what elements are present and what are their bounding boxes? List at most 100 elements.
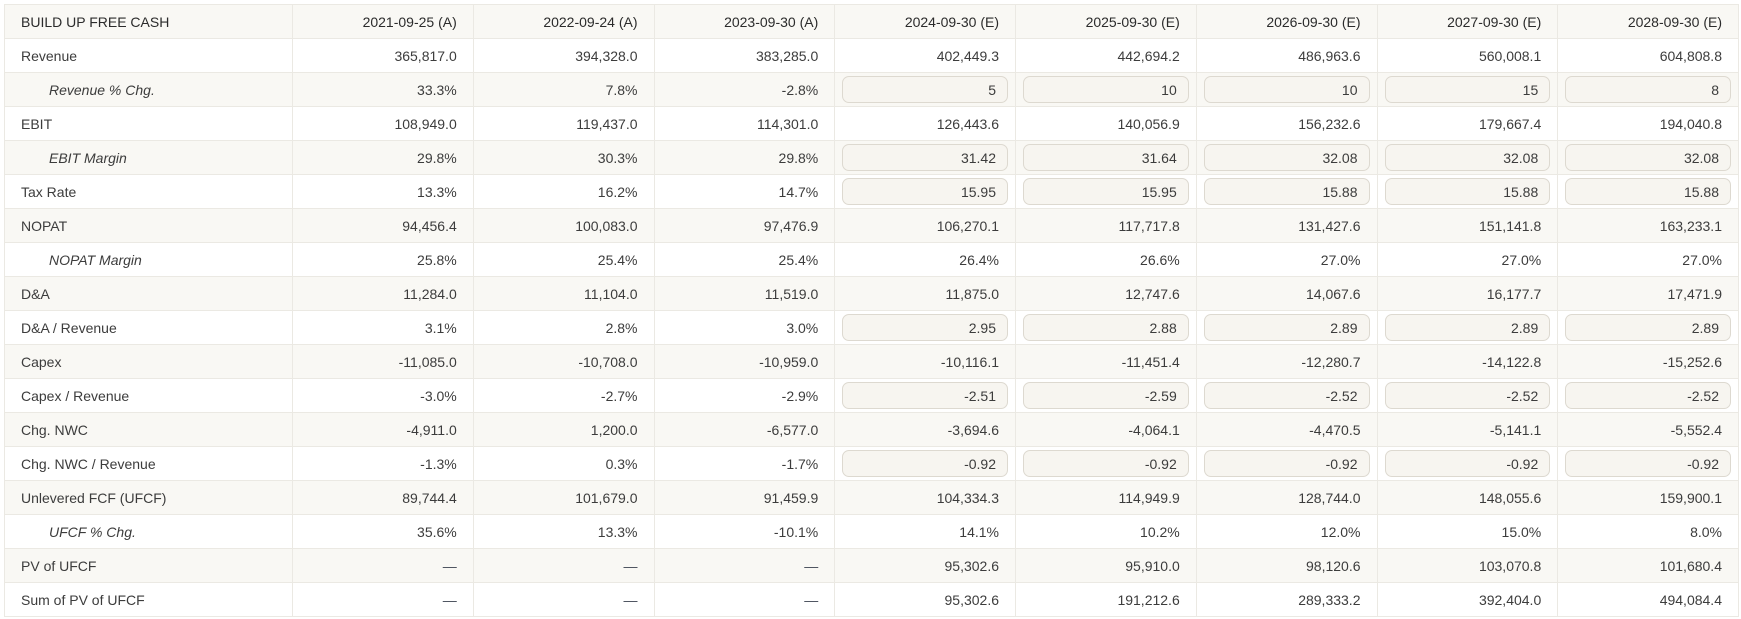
cell-chg-nwc-2023-09-30-a: -6,577.0 xyxy=(653,412,836,447)
cell-ebit-margin-2027-09-30-e xyxy=(1376,140,1559,175)
cell-unlevered-fcf-ufcf-2023-09-30-a: 91,459.9 xyxy=(653,480,836,515)
input-ebit-margin-2025-09-30-e[interactable] xyxy=(1023,144,1189,171)
input-d-a-revenue-2024-09-30-e[interactable] xyxy=(842,314,1008,341)
cell-value: 100,083.0 xyxy=(575,217,638,234)
cell-value: -4,470.5 xyxy=(1309,421,1361,438)
cell-revenue-2027-09-30-e: 560,008.1 xyxy=(1376,38,1559,73)
cell-value: 119,437.0 xyxy=(576,115,638,132)
input-chg-nwc-revenue-2024-09-30-e[interactable] xyxy=(842,450,1008,477)
table-row-capex-revenue: Capex / Revenue -3.0% -2.7% -2.9% xyxy=(4,378,1739,413)
cell-d-a-2024-09-30-e: 11,875.0 xyxy=(834,276,1016,311)
input-tax-rate-2026-09-30-e[interactable] xyxy=(1203,178,1370,205)
cell-pv-of-ufcf-2028-09-30-e: 101,680.4 xyxy=(1557,548,1739,583)
table-row-d-a-revenue: D&A / Revenue 3.1% 2.8% 3.0% xyxy=(4,310,1739,345)
cell-value: 12,747.6 xyxy=(1125,285,1180,302)
cell-d-a-revenue-2022-09-24-a: 2.8% xyxy=(472,310,655,345)
cell-value: 10.2% xyxy=(1140,523,1180,540)
cell-chg-nwc-2025-09-30-e: -4,064.1 xyxy=(1015,412,1197,447)
cell-revenue-2026-09-30-e: 486,963.6 xyxy=(1195,38,1378,73)
cell-d-a-revenue-2025-09-30-e xyxy=(1015,310,1197,345)
cell-value: 0.3% xyxy=(605,455,638,472)
cell-ufcf-chg-2025-09-30-e: 10.2% xyxy=(1015,514,1197,549)
cell-d-a-revenue-2026-09-30-e xyxy=(1195,310,1378,345)
cell-value: 148,055.6 xyxy=(1478,489,1542,506)
input-revenue-chg-2027-09-30-e[interactable] xyxy=(1384,76,1551,103)
input-d-a-revenue-2026-09-30-e[interactable] xyxy=(1203,314,1370,341)
cell-capex-2021-09-25-a: -11,085.0 xyxy=(292,344,474,379)
input-chg-nwc-revenue-2026-09-30-e[interactable] xyxy=(1203,450,1370,477)
cell-value: 402,449.3 xyxy=(936,47,999,64)
input-capex-revenue-2027-09-30-e[interactable] xyxy=(1384,382,1551,409)
cell-d-a-revenue-2024-09-30-e xyxy=(834,310,1016,345)
cell-value: 114,301.0 xyxy=(757,115,819,132)
cell-value: 94,456.4 xyxy=(402,217,457,234)
cell-value: 126,443.6 xyxy=(936,115,999,132)
cell-value: 13.3% xyxy=(597,523,638,540)
cell-value: 25.4% xyxy=(597,251,638,268)
cell-ebit-margin-2025-09-30-e xyxy=(1015,140,1197,175)
input-revenue-chg-2024-09-30-e[interactable] xyxy=(842,76,1008,103)
input-revenue-chg-2025-09-30-e[interactable] xyxy=(1023,76,1189,103)
input-capex-revenue-2024-09-30-e[interactable] xyxy=(842,382,1008,409)
cell-ufcf-chg-2021-09-25-a: 35.6% xyxy=(292,514,474,549)
cell-tax-rate-2026-09-30-e xyxy=(1195,174,1378,209)
cell-capex-revenue-2028-09-30-e xyxy=(1557,378,1739,413)
table-row-ebit: EBIT 108,949.0 119,437.0 114,301.0 126,443.6… xyxy=(4,106,1739,141)
cell-nopat-margin-2026-09-30-e: 27.0% xyxy=(1195,242,1378,277)
input-tax-rate-2024-09-30-e[interactable] xyxy=(842,178,1008,205)
input-chg-nwc-revenue-2025-09-30-e[interactable] xyxy=(1023,450,1189,477)
cell-chg-nwc-revenue-2023-09-30-a: -1.7% xyxy=(653,446,836,481)
cell-chg-nwc-2028-09-30-e: -5,552.4 xyxy=(1557,412,1739,447)
input-tax-rate-2027-09-30-e[interactable] xyxy=(1384,178,1551,205)
cell-value: 179,667.4 xyxy=(1478,115,1542,132)
cell-value: 26.6% xyxy=(1140,251,1180,268)
cell-sum-of-pv-of-ufcf-2021-09-25-a: — xyxy=(292,582,474,617)
cell-revenue-chg-2023-09-30-a: -2.8% xyxy=(653,72,836,107)
cell-value: -12,280.7 xyxy=(1301,353,1361,370)
input-revenue-chg-2028-09-30-e[interactable] xyxy=(1565,76,1731,103)
cell-nopat-2021-09-25-a: 94,456.4 xyxy=(292,208,474,243)
cell-value: 98,120.6 xyxy=(1306,557,1361,574)
input-capex-revenue-2025-09-30-e[interactable] xyxy=(1023,382,1189,409)
cell-value: 108,949.0 xyxy=(394,115,457,132)
cell-d-a-revenue-2027-09-30-e xyxy=(1376,310,1559,345)
input-ebit-margin-2028-09-30-e[interactable] xyxy=(1565,144,1731,171)
input-tax-rate-2025-09-30-e[interactable] xyxy=(1023,178,1189,205)
cell-value: 117,717.8 xyxy=(1118,217,1180,234)
cell-value: 191,212.6 xyxy=(1117,591,1180,608)
input-capex-revenue-2028-09-30-e[interactable] xyxy=(1565,382,1731,409)
table-row-unlevered-fcf-ufcf: Unlevered FCF (UFCF) 89,744.4 101,679.0 91,… xyxy=(4,480,1739,515)
cell-value: -10,959.0 xyxy=(759,353,819,370)
input-chg-nwc-revenue-2027-09-30-e[interactable] xyxy=(1384,450,1551,477)
table-row-chg-nwc-revenue: Chg. NWC / Revenue -1.3% 0.3% -1.7% xyxy=(4,446,1739,481)
input-ebit-margin-2024-09-30-e[interactable] xyxy=(842,144,1008,171)
row-label-capex: Capex xyxy=(4,344,293,379)
cell-value: -5,552.4 xyxy=(1670,421,1722,438)
input-d-a-revenue-2028-09-30-e[interactable] xyxy=(1565,314,1731,341)
input-capex-revenue-2026-09-30-e[interactable] xyxy=(1203,382,1370,409)
cell-value: -1.7% xyxy=(781,455,819,472)
cell-ebit-margin-2024-09-30-e xyxy=(834,140,1016,175)
cell-revenue-chg-2027-09-30-e xyxy=(1376,72,1559,107)
cell-value: -3,694.6 xyxy=(947,421,999,438)
cell-value: 17,471.9 xyxy=(1667,285,1723,302)
input-d-a-revenue-2027-09-30-e[interactable] xyxy=(1384,314,1551,341)
table-row-nopat-margin: NOPAT Margin 25.8% 25.4% 25.4% 26.4% 26.6% 27.… xyxy=(4,242,1739,277)
input-revenue-chg-2026-09-30-e[interactable] xyxy=(1203,76,1370,103)
input-d-a-revenue-2025-09-30-e[interactable] xyxy=(1023,314,1189,341)
cell-nopat-2025-09-30-e: 117,717.8 xyxy=(1015,208,1197,243)
cell-value: 104,334.3 xyxy=(936,489,999,506)
input-chg-nwc-revenue-2028-09-30-e[interactable] xyxy=(1565,450,1731,477)
input-ebit-margin-2027-09-30-e[interactable] xyxy=(1384,144,1551,171)
cell-revenue-2025-09-30-e: 442,694.2 xyxy=(1015,38,1197,73)
input-ebit-margin-2026-09-30-e[interactable] xyxy=(1203,144,1370,171)
cell-capex-revenue-2023-09-30-a: -2.9% xyxy=(653,378,836,413)
table-row-revenue: Revenue 365,817.0 394,328.0 383,285.0 402,44… xyxy=(4,38,1739,73)
cell-value: 11,104.0 xyxy=(584,285,638,302)
table-row-pv-of-ufcf: PV of UFCF — — — 95,302.6 95,910.0 98,120.6 103… xyxy=(4,548,1739,583)
cell-ebit-2026-09-30-e: 156,232.6 xyxy=(1195,106,1378,141)
cell-revenue-2022-09-24-a: 394,328.0 xyxy=(472,38,655,73)
cell-pv-of-ufcf-2024-09-30-e: 95,302.6 xyxy=(834,548,1016,583)
input-tax-rate-2028-09-30-e[interactable] xyxy=(1565,178,1731,205)
cell-value: 392,404.0 xyxy=(1478,591,1542,608)
